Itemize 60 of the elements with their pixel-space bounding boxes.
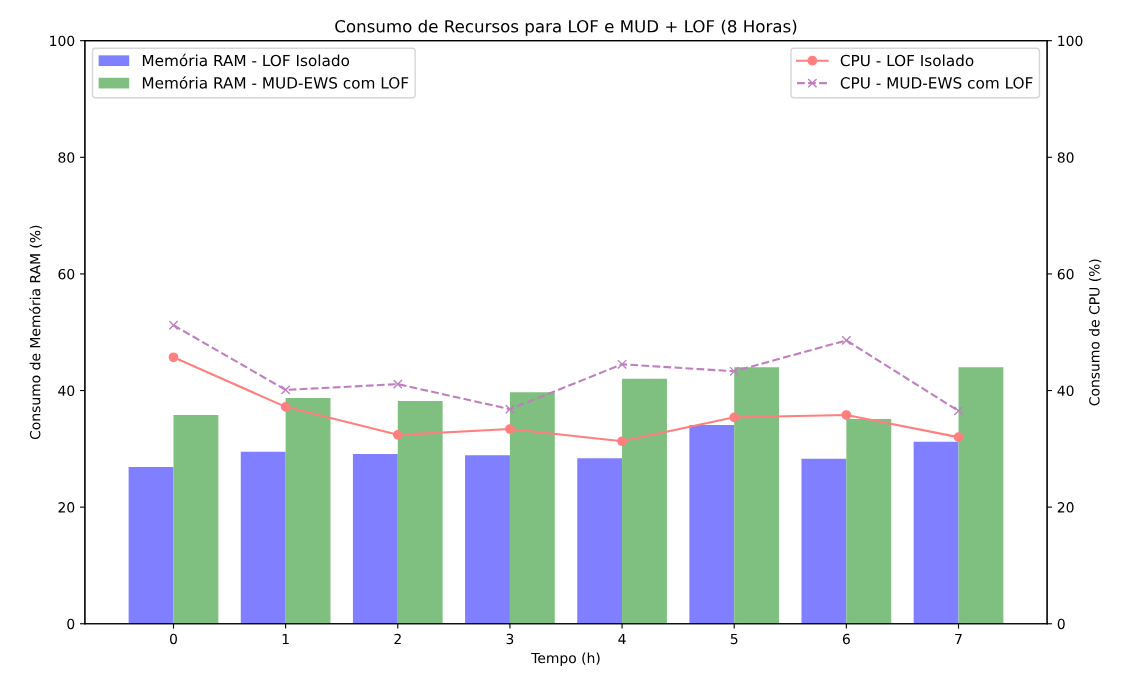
point <box>505 424 515 434</box>
bar <box>801 458 847 624</box>
x-axis-title: Tempo (h) <box>531 652 600 666</box>
bar <box>913 441 959 624</box>
bar <box>128 466 174 624</box>
point <box>168 352 179 363</box>
point <box>280 385 291 395</box>
legend-label: Memória RAM - LOF Isolado <box>142 53 350 67</box>
bar <box>285 398 331 624</box>
bar <box>689 424 735 624</box>
chart-title: Consumo de Recursos para LOF e MUD + LOF (8 Horas) <box>335 19 797 36</box>
bar <box>622 378 667 624</box>
point <box>841 335 852 346</box>
legend-label: CPU - MUD-EWS com LOF <box>840 77 1033 89</box>
y2-tick-label: 20 <box>1057 502 1074 513</box>
point <box>617 359 627 370</box>
x-tick-label: 7 <box>955 633 962 645</box>
point <box>841 410 852 420</box>
y2-tick-label: 0 <box>1057 618 1065 630</box>
y-tick-label: 0 <box>67 618 75 630</box>
bar <box>509 392 555 624</box>
bar <box>397 401 443 624</box>
y-tick-label: 100 <box>50 35 75 47</box>
y2-axis-title: Consumo de CPU (%) <box>1088 259 1102 406</box>
point <box>729 412 740 423</box>
point <box>729 366 740 377</box>
bar <box>734 367 780 624</box>
x-tick-label: 6 <box>842 633 850 645</box>
x-tick-label: 1 <box>282 633 289 645</box>
y2-tick-label: 100 <box>1058 35 1083 47</box>
y-tick-label: 60 <box>58 268 75 280</box>
point <box>168 320 179 331</box>
bar <box>173 415 219 624</box>
y2-tick-label: 60 <box>1057 268 1074 280</box>
point <box>392 429 403 440</box>
bar <box>577 458 623 624</box>
x-tick-label: 0 <box>169 633 177 645</box>
bar <box>240 451 286 624</box>
bar <box>465 455 510 624</box>
x-tick-label: 2 <box>394 633 401 645</box>
legend-label: Memória RAM - MUD-EWS com LOF <box>142 76 409 89</box>
point <box>392 379 403 389</box>
point <box>953 406 964 416</box>
legend-label: CPU - LOF Isolado <box>840 54 974 67</box>
point <box>617 436 627 447</box>
point <box>505 404 515 415</box>
y-tick-label: 80 <box>58 152 75 163</box>
y-tick-label: 20 <box>58 502 75 513</box>
x-tick-label: 3 <box>506 633 514 645</box>
x-tick-label: 5 <box>730 633 738 645</box>
x-tick-label: 4 <box>618 633 626 645</box>
point <box>280 401 291 412</box>
bar <box>846 419 892 624</box>
y-tick-label: 40 <box>58 385 75 396</box>
y2-tick-label: 40 <box>1057 385 1074 396</box>
point <box>953 432 964 443</box>
bar <box>958 367 1004 624</box>
bar <box>352 454 398 624</box>
y-axis-title: Consumo de Memória RAM (%) <box>29 225 43 440</box>
y2-tick-label: 80 <box>1057 152 1074 163</box>
